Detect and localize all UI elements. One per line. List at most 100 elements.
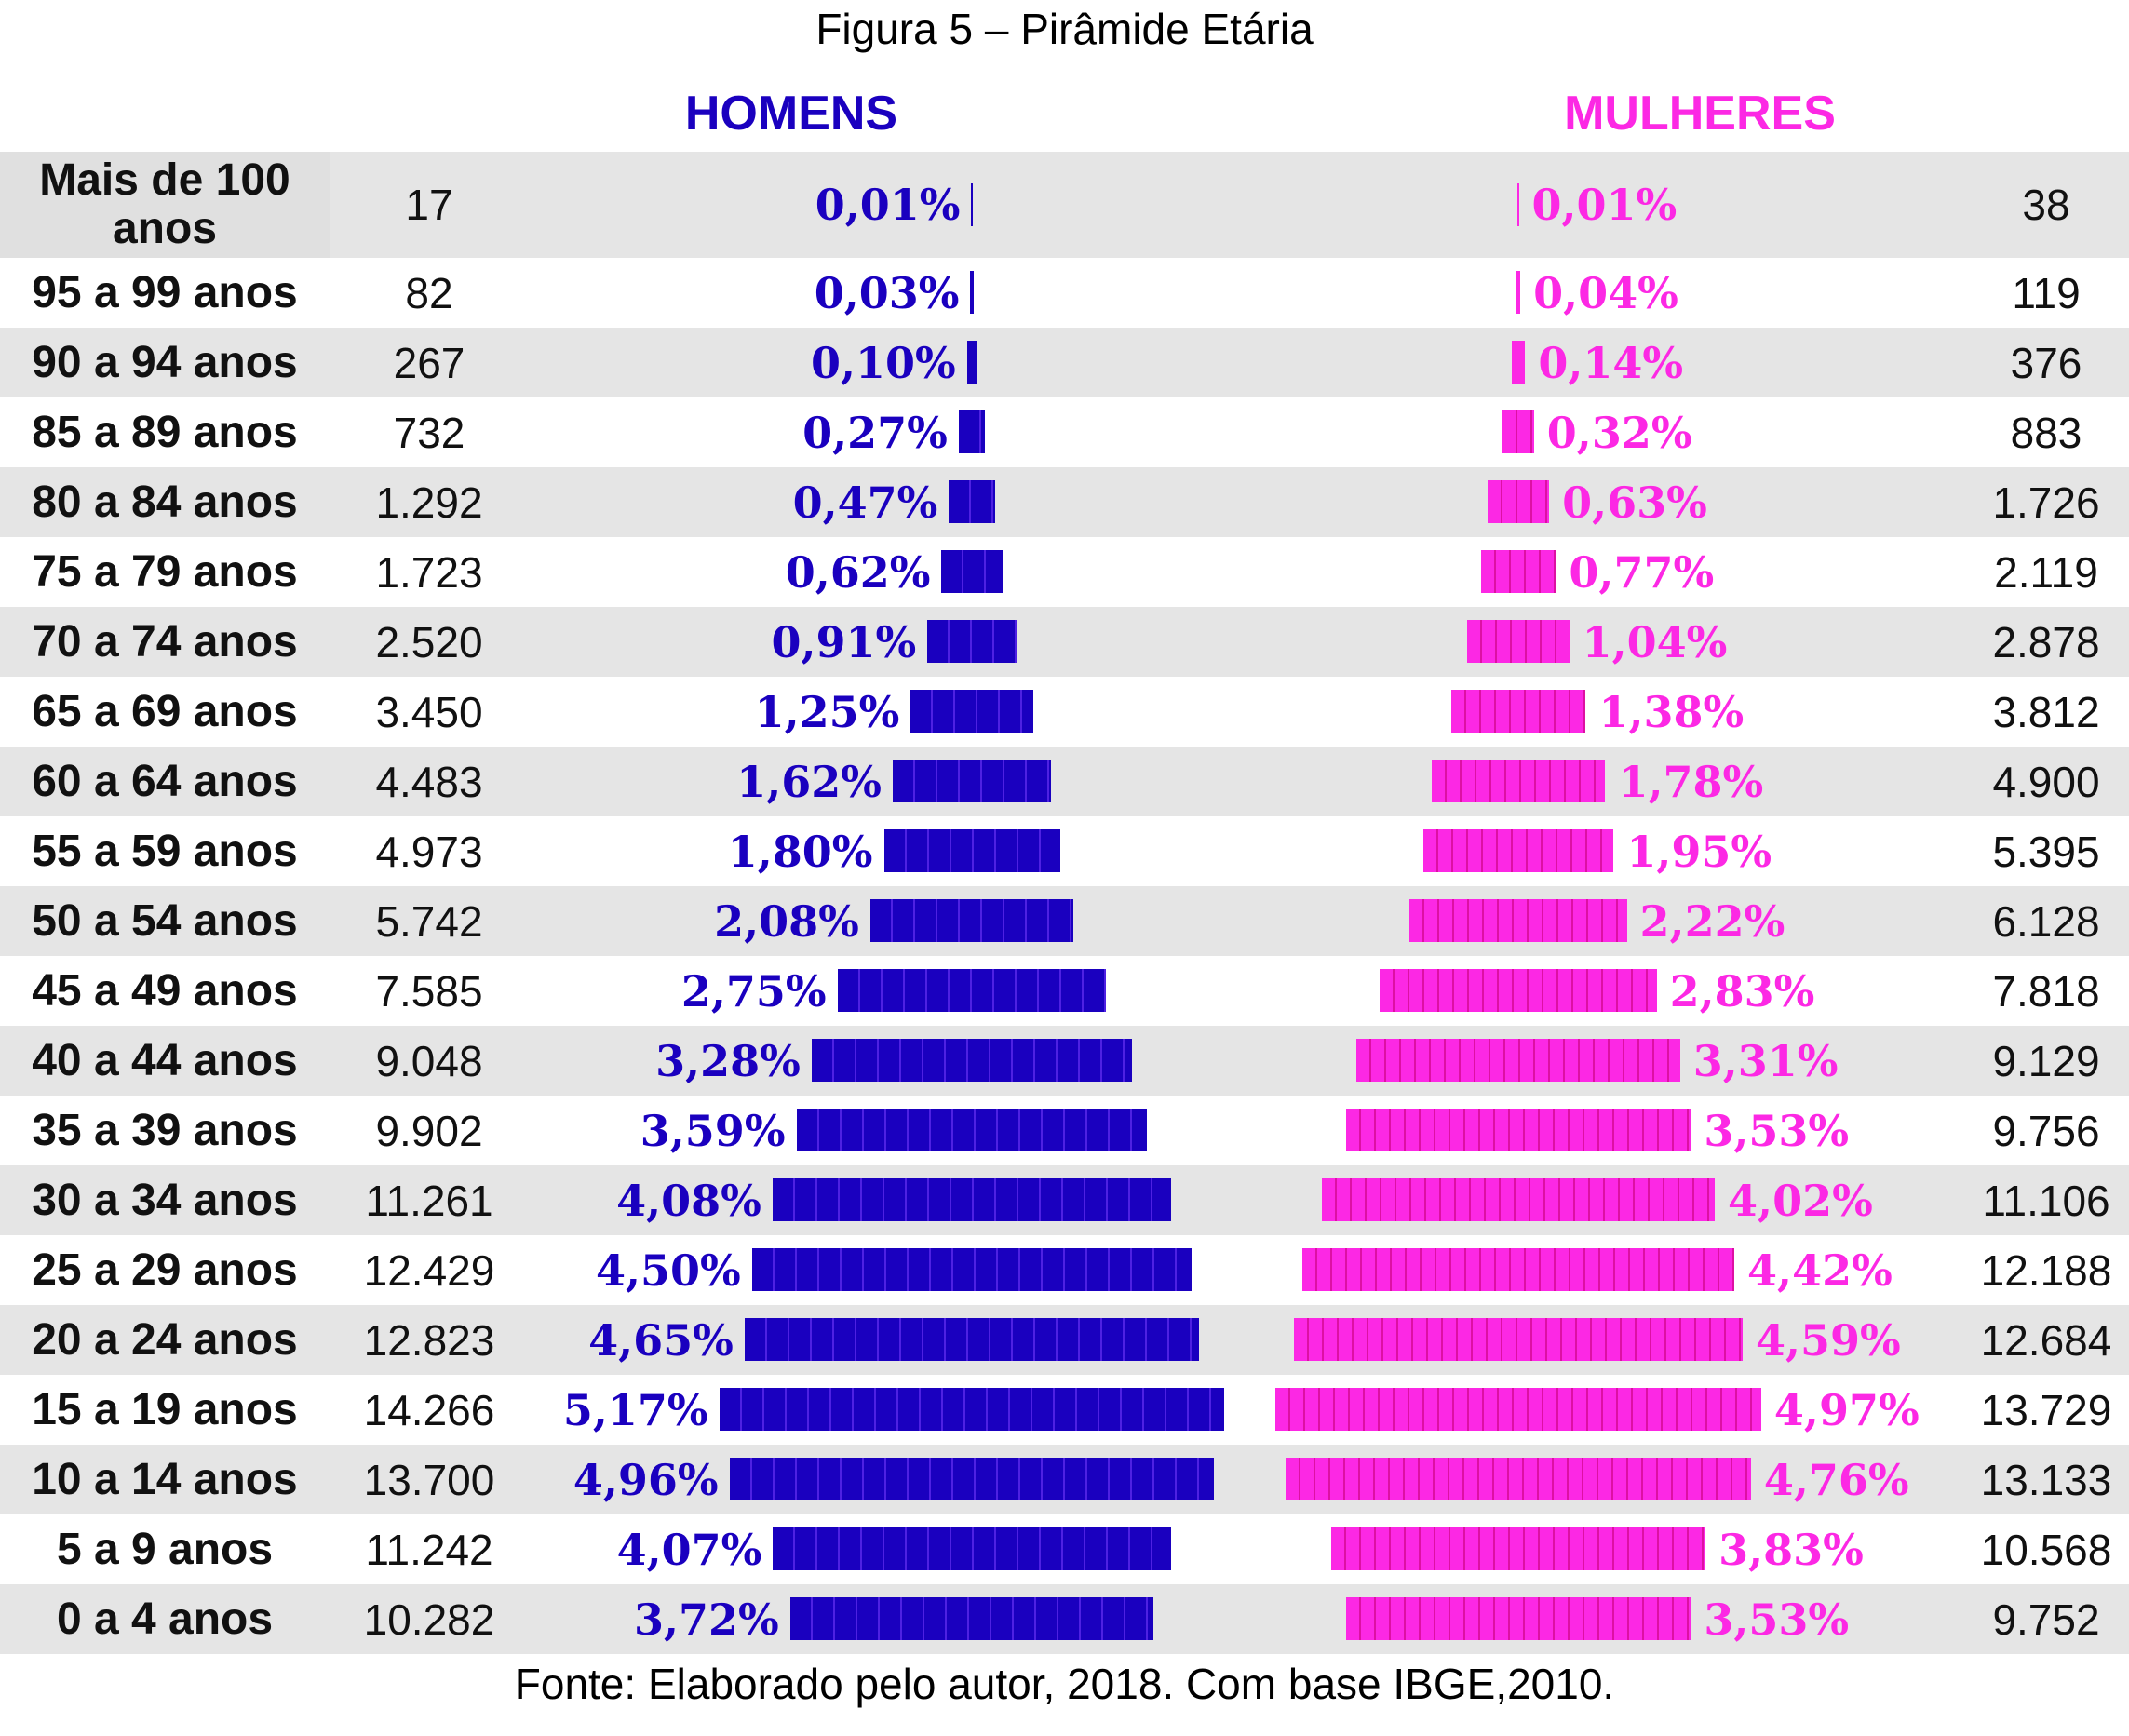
table-row: Mais de 100 anos 17 0,01% 0,01% 38 xyxy=(0,152,2129,258)
female-bar xyxy=(1345,1597,1691,1640)
female-count: 4.900 xyxy=(1992,757,2100,806)
female-bar xyxy=(1321,1178,1716,1221)
table-row: 25 a 29 anos 12.429 4,50% 4,42% 12.188 xyxy=(0,1235,2129,1305)
female-pct-label: 4,02% xyxy=(1728,1175,1873,1226)
male-pct-label: 4,96% xyxy=(573,1454,719,1505)
table-row: 40 a 44 anos 9.048 3,28% 3,31% 9.129 xyxy=(0,1026,2129,1096)
male-pct-label: 3,72% xyxy=(633,1594,779,1645)
male-count: 17 xyxy=(405,181,453,229)
female-pct-label: 3,31% xyxy=(1692,1035,1839,1086)
female-header: MULHERES xyxy=(1564,87,1836,141)
male-pct-label: 3,28% xyxy=(655,1035,801,1086)
male-count: 4.973 xyxy=(375,827,483,876)
female-pct-label: 4,42% xyxy=(1747,1245,1893,1296)
female-pct-label: 4,76% xyxy=(1763,1454,1909,1505)
female-bar xyxy=(1502,410,1534,453)
female-bar xyxy=(1301,1248,1735,1291)
male-count: 12.429 xyxy=(363,1245,495,1295)
male-bar xyxy=(966,341,977,384)
male-pct-label: 4,08% xyxy=(616,1175,761,1226)
female-pct-label: 1,95% xyxy=(1626,826,1772,877)
female-bar xyxy=(1450,690,1586,733)
table-row: 45 a 49 anos 7.585 2,75% 2,83% 7.818 xyxy=(0,956,2129,1026)
table-row: 50 a 54 anos 5.742 2,08% 2,22% 6.128 xyxy=(0,886,2129,956)
female-pct-label: 0,01% xyxy=(1531,180,1678,230)
table-row: 35 a 39 anos 9.902 3,59% 3,53% 9.756 xyxy=(0,1096,2129,1165)
male-count: 13.700 xyxy=(363,1455,495,1504)
male-bar xyxy=(892,760,1052,802)
male-bar xyxy=(744,1318,1200,1361)
female-pct-label: 2,22% xyxy=(1639,895,1785,947)
female-count: 2.119 xyxy=(1994,547,2098,597)
female-count: 38 xyxy=(2022,181,2070,229)
female-pct-label: 4,59% xyxy=(1755,1314,1901,1366)
male-bar xyxy=(910,690,1033,733)
pyramid-table: Mais de 100 anos 17 0,01% 0,01% 38 95 a 99 an… xyxy=(0,152,2129,1654)
female-pct-label: 0,14% xyxy=(1538,337,1684,388)
age-group-label: Mais de 100 anos xyxy=(0,152,330,258)
female-bar xyxy=(1487,480,1550,523)
female-pct-label: 1,04% xyxy=(1582,616,1728,667)
table-row: 15 a 19 anos 14.266 5,17% 4,97% 13.729 xyxy=(0,1375,2129,1445)
female-count: 119 xyxy=(2012,268,2081,317)
table-row: 20 a 24 anos 12.823 4,65% 4,59% 12.684 xyxy=(0,1305,2129,1375)
male-bar xyxy=(941,550,1003,593)
male-bar xyxy=(958,410,986,453)
female-bar xyxy=(1431,760,1606,802)
female-pct-label: 0,63% xyxy=(1562,477,1707,528)
age-group-label: 40 a 44 anos xyxy=(32,1035,298,1085)
table-row: 70 a 74 anos 2.520 0,91% 1,04% 2.878 xyxy=(0,607,2129,677)
female-count: 9.756 xyxy=(1992,1106,2100,1155)
male-count: 267 xyxy=(393,338,465,387)
female-bar xyxy=(1356,1039,1680,1082)
female-bar xyxy=(1422,829,1614,872)
female-pct-label: 0,04% xyxy=(1533,267,1678,318)
male-pct-label: 2,75% xyxy=(680,965,827,1016)
female-bar xyxy=(1480,550,1556,593)
female-pct-label: 0,32% xyxy=(1546,407,1692,458)
male-count: 12.823 xyxy=(363,1315,495,1365)
age-group-label: 50 a 54 anos xyxy=(32,895,298,946)
male-bar xyxy=(772,1178,1172,1221)
table-row: 30 a 34 anos 11.261 4,08% 4,02% 11.106 xyxy=(0,1165,2129,1235)
male-count: 10.282 xyxy=(363,1595,495,1644)
male-count: 7.585 xyxy=(375,966,483,1016)
male-bar xyxy=(837,969,1107,1012)
male-pct-label: 0,62% xyxy=(785,546,931,598)
male-count: 9.902 xyxy=(375,1106,483,1155)
age-group-label: 5 a 9 anos xyxy=(56,1524,274,1574)
age-group-label: 95 a 99 anos xyxy=(32,267,298,317)
female-count: 13.133 xyxy=(1980,1455,2112,1504)
female-pct-label: 1,38% xyxy=(1598,686,1745,737)
chart-title: Figura 5 – Pirâmide Etária xyxy=(815,5,1314,53)
male-pct-label: 5,17% xyxy=(562,1384,708,1435)
male-count: 1.292 xyxy=(375,478,483,527)
table-row: 0 a 4 anos 10.282 3,72% 3,53% 9.752 xyxy=(0,1584,2129,1654)
table-row: 85 a 89 anos 732 0,27% 0,32% 883 xyxy=(0,397,2129,467)
male-pct-label: 0,03% xyxy=(814,267,960,318)
male-pct-label: 0,91% xyxy=(771,616,917,667)
male-bar xyxy=(751,1248,1193,1291)
male-count: 14.266 xyxy=(363,1385,495,1434)
male-count: 732 xyxy=(393,408,465,457)
female-pct-label: 4,97% xyxy=(1773,1384,1920,1435)
table-row: 95 a 99 anos 82 0,03% 0,04% 119 xyxy=(0,258,2129,328)
female-bar xyxy=(1275,1388,1761,1431)
age-group-label: 10 a 14 anos xyxy=(32,1454,298,1504)
male-pct-label: 3,59% xyxy=(640,1105,786,1156)
male-pct-label: 0,01% xyxy=(815,180,961,230)
table-row: 60 a 64 anos 4.483 1,62% 1,78% 4.900 xyxy=(0,747,2129,816)
female-bar xyxy=(1330,1527,1706,1570)
female-count: 376 xyxy=(2010,338,2082,387)
female-bar xyxy=(1511,341,1526,384)
female-count: 1.726 xyxy=(1992,478,2100,527)
age-group-label: 80 a 84 anos xyxy=(32,477,298,527)
age-group-label: 75 a 79 anos xyxy=(32,546,298,597)
male-bar xyxy=(796,1109,1148,1151)
male-count: 2.520 xyxy=(375,617,483,666)
age-group-label: 20 a 24 anos xyxy=(32,1314,298,1365)
male-pct-label: 4,50% xyxy=(596,1245,741,1296)
table-row: 65 a 69 anos 3.450 1,25% 1,38% 3.812 xyxy=(0,677,2129,747)
female-count: 12.684 xyxy=(1980,1315,2112,1365)
female-bar xyxy=(1345,1109,1691,1151)
